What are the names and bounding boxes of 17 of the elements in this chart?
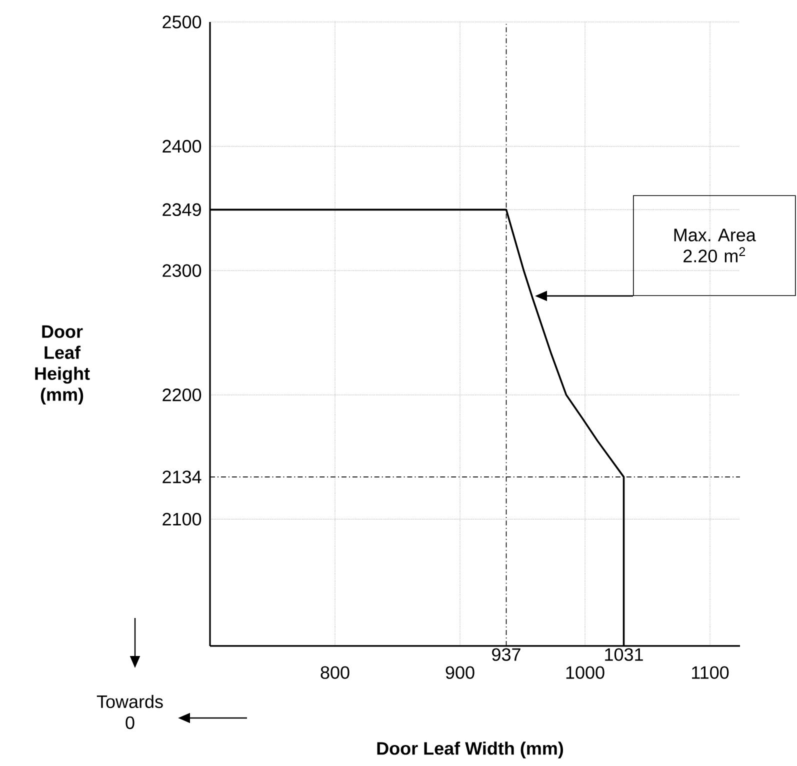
y-tick-label: 2400 (162, 140, 202, 153)
ref-line-label: 937 (492, 648, 520, 661)
text: Towards 0 (96, 694, 163, 730)
y-tick-label: 2349 (162, 203, 201, 216)
y-tick-label: 2500 (162, 16, 202, 28)
annotation: Max. Area 2.20 m$^{2}$ (674, 228, 756, 262)
x-tick-label: 1100 (692, 666, 729, 679)
x-tick-label: 800 (320, 666, 350, 679)
y-axis-title: Door Leaf Height (mm) (35, 325, 90, 405)
y-tick-label: 2300 (162, 264, 202, 277)
y-tick-label: 2134 (162, 470, 202, 484)
annotation: 1031 (605, 648, 643, 661)
y-tick-label: 2200 (162, 388, 202, 402)
x-tick-label: 900 (446, 666, 474, 679)
x-axis-title: Door Leaf Width (mm) (377, 742, 564, 758)
x-tick-label: 1000 (566, 666, 604, 679)
y-tick-label: 2100 (162, 512, 202, 526)
